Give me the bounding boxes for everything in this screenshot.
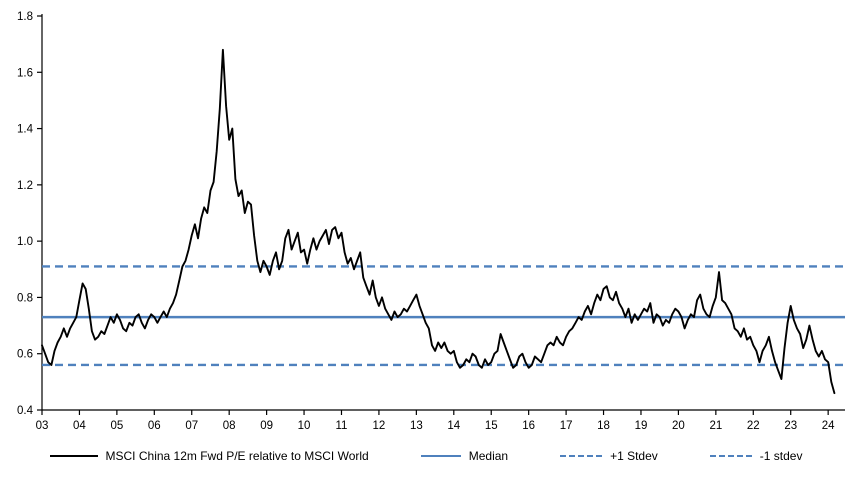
x-tick-label: 10 — [298, 420, 311, 432]
x-tick-label: 17 — [560, 420, 573, 432]
x-tick-label: 14 — [447, 420, 460, 432]
x-tick-label: 11 — [336, 420, 348, 432]
x-tick-label: 04 — [73, 420, 86, 432]
x-tick-label: 22 — [747, 420, 760, 432]
x-tick-label: 08 — [223, 420, 236, 432]
x-tick-label: 24 — [822, 420, 835, 432]
x-tick-label: 23 — [784, 420, 797, 432]
median-line-sample — [420, 455, 461, 457]
y-tick-label: 1.8 — [17, 11, 33, 23]
series-line — [41, 48, 836, 395]
legend-item-median: Median — [420, 449, 509, 463]
y-tick-label: 1.4 — [17, 124, 34, 136]
plus1-stdev-line-sample — [560, 455, 603, 457]
legend-label-minus1-stdev: -1 stdev — [759, 449, 803, 463]
x-tick-label: 16 — [522, 420, 535, 432]
x-tick-label: 03 — [36, 420, 49, 432]
legend-label-series: MSCI China 12m Fwd P/E relative to MSCI … — [105, 449, 369, 463]
y-tick-label: 0.4 — [17, 405, 34, 417]
x-tick-label: 15 — [485, 420, 498, 432]
pe-relative-chart-plot: 0.4 0.6 0.8 1.0 1.2 1.4 1.6 1.8 03 04 05 06 07 08 09 10… — [17, 11, 845, 432]
x-tick-label: 06 — [148, 420, 161, 432]
x-tick-label: 21 — [709, 420, 722, 432]
legend-label-median: Median — [468, 449, 509, 463]
x-tick-label: 19 — [635, 420, 648, 432]
y-tick-label: 0.6 — [17, 349, 33, 361]
series-line-sample — [49, 455, 98, 457]
x-tick-label: 20 — [672, 420, 685, 432]
x-tick-label: 09 — [260, 420, 273, 432]
y-tick-label: 1.6 — [17, 67, 33, 79]
legend-item-series: MSCI China 12m Fwd P/E relative to MSCI … — [49, 449, 369, 463]
x-tick-label: 13 — [410, 420, 423, 432]
y-tick-label: 1.0 — [17, 236, 33, 248]
x-tick-label: 05 — [110, 420, 123, 432]
legend-item-minus1-stdev: -1 stdev — [709, 449, 803, 463]
x-tick-label: 12 — [373, 420, 386, 432]
y-tick-label: 0.8 — [17, 292, 33, 304]
minus1-stdev-line-sample — [709, 455, 752, 457]
x-tick-label: 07 — [185, 420, 198, 432]
legend: MSCI China 12m Fwd P/E relative to MSCI … — [0, 441, 852, 463]
legend-label-plus1-stdev: +1 Stdev — [610, 449, 658, 463]
y-tick-label: 1.2 — [17, 180, 33, 192]
x-tick-label: 18 — [597, 420, 610, 432]
legend-item-plus1-stdev: +1 Stdev — [560, 449, 658, 463]
